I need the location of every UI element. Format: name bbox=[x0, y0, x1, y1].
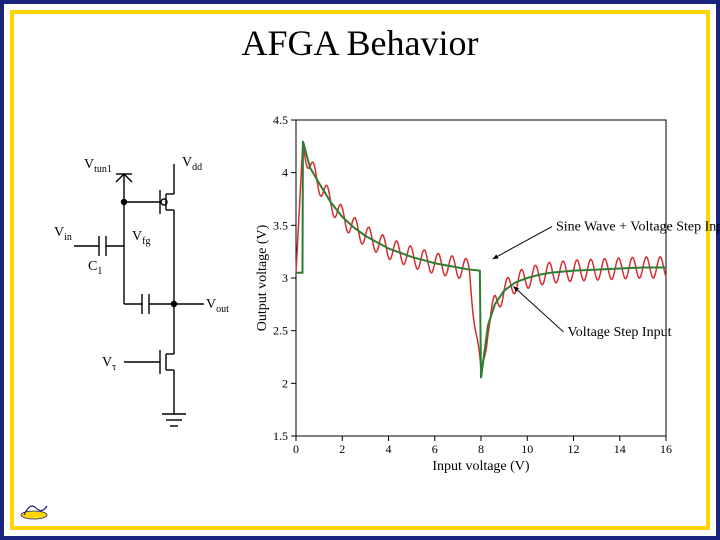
svg-text:Vdd: Vdd bbox=[182, 155, 202, 173]
svg-text:6: 6 bbox=[432, 442, 438, 456]
vout-sub: out bbox=[216, 304, 229, 315]
svg-text:Sine Wave + Voltage Step Input: Sine Wave + Voltage Step Input bbox=[556, 220, 720, 235]
svg-text:Vtun1: Vtun1 bbox=[84, 157, 112, 175]
circuit-schematic: Vtun1 Vdd Vin C1 Vfg Vout Vτ bbox=[54, 154, 244, 474]
svg-text:4.5: 4.5 bbox=[273, 113, 288, 127]
svg-text:2: 2 bbox=[339, 442, 345, 456]
svg-text:Vin: Vin bbox=[54, 225, 72, 243]
svg-text:3.5: 3.5 bbox=[273, 218, 288, 232]
svg-text:Vτ: Vτ bbox=[102, 355, 116, 373]
vtun-label: V bbox=[84, 157, 94, 172]
svg-text:8: 8 bbox=[478, 442, 484, 456]
logo-icon bbox=[20, 498, 50, 520]
c1-label: C bbox=[88, 259, 97, 274]
c1-sub: 1 bbox=[97, 266, 102, 277]
svg-text:4: 4 bbox=[386, 442, 392, 456]
svg-text:4: 4 bbox=[282, 166, 288, 180]
vin-sub: in bbox=[64, 232, 72, 243]
vin-label: V bbox=[54, 225, 64, 240]
vfg-label: V bbox=[132, 229, 142, 244]
svg-text:2: 2 bbox=[282, 376, 288, 390]
vdd-sub: dd bbox=[192, 162, 202, 173]
svg-text:3: 3 bbox=[282, 271, 288, 285]
svg-text:1.5: 1.5 bbox=[273, 429, 288, 443]
svg-text:12: 12 bbox=[568, 442, 580, 456]
vdd-label: V bbox=[182, 155, 192, 170]
output-voltage-chart: 0 2 4 6 8 10 12 14 16 1.5 2 2.5 3 3.5 4 4.5 Input voltag… bbox=[254, 114, 674, 474]
svg-text:0: 0 bbox=[293, 442, 299, 456]
svg-text:10: 10 bbox=[521, 442, 533, 456]
svg-text:C1: C1 bbox=[88, 259, 102, 277]
vout-label: V bbox=[206, 297, 216, 312]
svg-text:16: 16 bbox=[660, 442, 672, 456]
svg-text:Voltage Step Input: Voltage Step Input bbox=[568, 325, 672, 340]
vtun-sub: tun1 bbox=[94, 164, 112, 175]
svg-text:Vfg: Vfg bbox=[132, 229, 150, 247]
inner-frame: AFGA Behavior bbox=[10, 10, 710, 530]
svg-text:14: 14 bbox=[614, 442, 626, 456]
vfg-sub: fg bbox=[142, 236, 150, 247]
page-title: AFGA Behavior bbox=[14, 22, 706, 64]
svg-text:Input voltage (V): Input voltage (V) bbox=[432, 459, 530, 474]
outer-frame: AFGA Behavior bbox=[0, 0, 720, 540]
svg-text:Vout: Vout bbox=[206, 297, 229, 315]
svg-text:Output voltage (V): Output voltage (V) bbox=[255, 224, 270, 331]
svg-text:2.5: 2.5 bbox=[273, 324, 288, 338]
vtau-label: V bbox=[102, 355, 112, 370]
vtau-sub: τ bbox=[112, 362, 116, 373]
